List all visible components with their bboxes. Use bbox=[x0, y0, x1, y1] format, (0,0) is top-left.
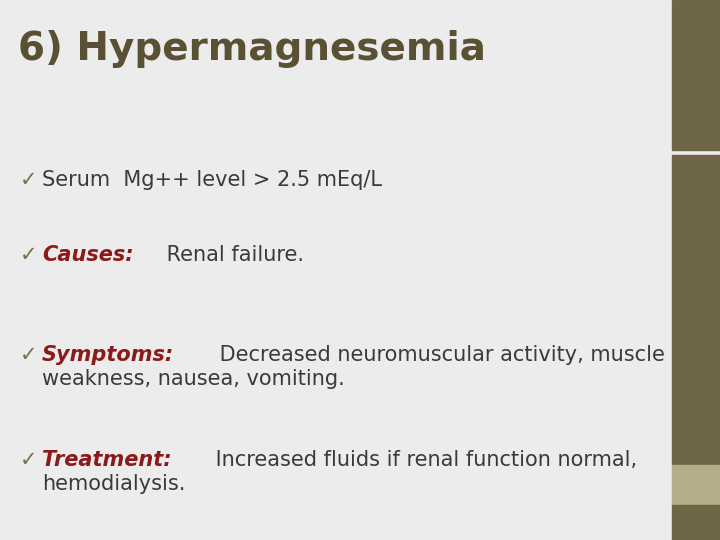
Text: Causes:: Causes: bbox=[42, 245, 134, 265]
Text: Increased fluids if renal function normal,: Increased fluids if renal function norma… bbox=[210, 450, 637, 470]
Bar bbox=[672, 505, 720, 540]
Text: Decreased neuromuscular activity, muscle: Decreased neuromuscular activity, muscle bbox=[212, 345, 665, 365]
Text: ✓: ✓ bbox=[20, 345, 37, 365]
Text: Symptoms:: Symptoms: bbox=[42, 345, 174, 365]
Text: 6) Hypermagnesemia: 6) Hypermagnesemia bbox=[18, 30, 486, 68]
Text: weakness, nausea, vomiting.: weakness, nausea, vomiting. bbox=[42, 369, 345, 389]
Text: Serum  Mg++ level > 2.5 mEq/L: Serum Mg++ level > 2.5 mEq/L bbox=[42, 170, 382, 190]
Text: ✓: ✓ bbox=[20, 170, 37, 190]
Text: Treatment:: Treatment: bbox=[42, 450, 171, 470]
Text: hemodialysis.: hemodialysis. bbox=[42, 474, 185, 494]
Text: ✓: ✓ bbox=[20, 450, 37, 470]
Text: ✓: ✓ bbox=[20, 245, 37, 265]
Bar bbox=[672, 465, 720, 505]
Bar bbox=[672, 0, 720, 150]
Text: Renal failure.: Renal failure. bbox=[161, 245, 305, 265]
Bar bbox=[672, 155, 720, 465]
